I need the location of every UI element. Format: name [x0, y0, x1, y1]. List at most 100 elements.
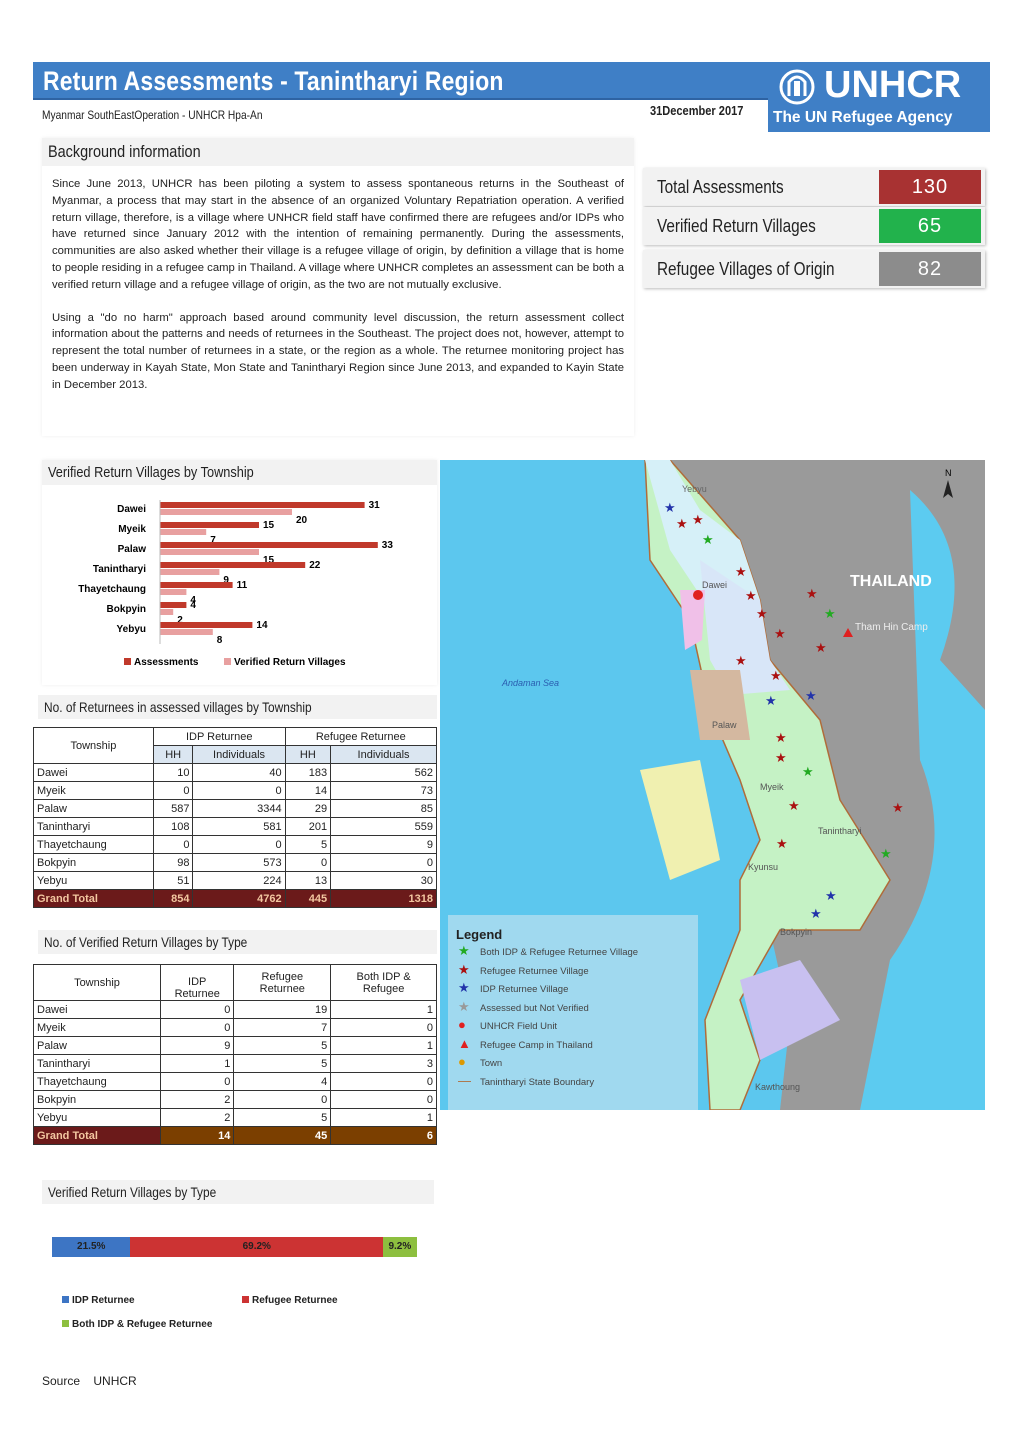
grand-total-row: Grand Total 854 4762 445 1318 — [33, 889, 437, 908]
page-title: Return Assessments - Tanintharyi Region — [43, 66, 504, 96]
total-cell: 45 — [233, 1126, 332, 1145]
legend-symbol-icon: ★ — [458, 980, 470, 995]
label-tanintharyi: Tanintharyi — [818, 826, 862, 836]
table-row: Yebyu 51 224 13 30 — [33, 871, 437, 890]
total-cell: Grand Total — [33, 1126, 161, 1145]
legend-symbol-icon: ★ — [458, 943, 470, 958]
report-date: 31December 2017 — [650, 103, 744, 118]
logo-tagline: The UN Refugee Agency — [773, 109, 953, 126]
stacked-segment: 9.2% — [383, 1237, 417, 1257]
th-idp: IDP Returnee — [159, 964, 235, 1001]
legend-symbol-icon: ▲ — [458, 1035, 471, 1051]
village-star-icon: ★ — [676, 516, 688, 531]
th-idp: IDP Returnee — [152, 727, 286, 746]
myeik-archipelago — [640, 760, 720, 880]
unhcr-logo: UNHCR The UN Refugee Agency — [768, 62, 990, 132]
table-cell: 0 — [284, 853, 332, 872]
grand-total-row: Grand Total 14 45 6 — [33, 1126, 437, 1145]
table-cell: 5 — [233, 1108, 332, 1127]
village-star-icon: ★ — [810, 906, 822, 921]
village-star-icon: ★ — [802, 764, 814, 779]
category-label: Yebyu — [117, 624, 146, 635]
township-cell: Yebyu — [33, 1108, 161, 1127]
bar-verified — [160, 609, 174, 615]
table-cell: 0 — [192, 835, 286, 854]
village-star-icon: ★ — [692, 512, 704, 527]
table-cell: 201 — [284, 817, 332, 836]
th-refugee: Refugee Returnee — [233, 964, 332, 1001]
bar-verified — [160, 569, 220, 575]
village-star-icon: ★ — [775, 750, 787, 765]
total-cell: 1318 — [330, 889, 437, 908]
data-label: 20 — [296, 515, 308, 526]
bar-verified — [160, 529, 207, 535]
table-cell: 9 — [159, 1036, 235, 1055]
table-row: Bokpyin 98 573 0 0 — [33, 853, 437, 872]
table-cell: 0 — [233, 1090, 332, 1109]
stacked-segment: 21.5% — [52, 1237, 131, 1257]
table-row: Myeik 0 0 14 73 — [33, 781, 437, 800]
village-star-icon: ★ — [774, 626, 786, 641]
table-cell: 183 — [284, 763, 332, 782]
bar-verified — [160, 629, 213, 635]
map-legend: Legend ★ Both IDP & Refugee Returnee Vill… — [448, 915, 698, 1110]
table-row: Tanintharyi 108 581 201 559 — [33, 817, 437, 836]
th-township: Township — [33, 964, 161, 1001]
legend-item: ★ Both IDP & Refugee Returnee Village — [458, 942, 698, 961]
data-label: 15 — [263, 520, 275, 531]
legend-item: ▲ Refugee Camp in Thailand — [458, 1035, 698, 1054]
village-star-icon: ★ — [824, 606, 836, 621]
table-row: Palaw 9 5 1 — [33, 1036, 437, 1055]
township-cell: Dawei — [33, 763, 154, 782]
data-label: 22 — [309, 560, 321, 571]
unhcr-emblem-icon — [779, 69, 815, 105]
stacked-segment: 69.2% — [130, 1237, 384, 1257]
legend-item-label: Assessed but Not Verified — [480, 1002, 589, 1014]
village-star-icon: ★ — [770, 668, 782, 683]
village-star-icon: ★ — [702, 532, 714, 547]
village-star-icon: ★ — [756, 606, 768, 621]
table-cell: 0 — [192, 781, 286, 800]
label-thailand: THAILAND — [850, 573, 932, 590]
label-dawei: Dawei — [702, 580, 727, 590]
village-star-icon: ★ — [788, 798, 800, 813]
th-idp-hh: HH — [152, 745, 194, 764]
table-cell: 3 — [330, 1054, 437, 1073]
table-row: Thayetchaung 0 0 5 9 — [33, 835, 437, 854]
total-cell: 445 — [284, 889, 332, 908]
township-cell: Myeik — [33, 1018, 161, 1037]
th-ref-hh: HH — [284, 745, 332, 764]
background-paragraph-2: Using a "do no harm" approach based arou… — [52, 311, 624, 391]
background-panel: Background information Since June 2013, … — [42, 138, 634, 436]
table-row: Dawei 0 19 1 — [33, 1000, 437, 1019]
north-label: N — [945, 468, 952, 478]
stat-total-assessments: Total Assessments 130 — [643, 168, 985, 206]
table-row: Bokpyin 2 0 0 — [33, 1090, 437, 1109]
th-refugee: Refugee Returnee — [284, 727, 438, 746]
township-cell: Dawei — [33, 1000, 161, 1019]
subtitle: Myanmar SouthEastOperation - UNHCR Hpa-A… — [42, 108, 263, 122]
bar-verified — [160, 509, 292, 515]
data-label: 11 — [237, 580, 248, 591]
table-cell: 581 — [192, 817, 286, 836]
table-cell: 5 — [233, 1036, 332, 1055]
table1-title: No. of Returnees in assessed villages by… — [38, 695, 437, 719]
table-cell: 9 — [330, 835, 437, 854]
township-bar-chart: Verified Return Villages by Township Daw… — [42, 460, 437, 685]
table-cell: 14 — [284, 781, 332, 800]
stat-refugee-villages-origin: Refugee Villages of Origin 82 — [643, 250, 985, 288]
table-cell: 0 — [330, 1072, 437, 1091]
legend-item: ● UNHCR Field Unit — [458, 1016, 698, 1035]
table-cell: 73 — [330, 781, 437, 800]
township-cell: Yebyu — [33, 871, 154, 890]
label-yebyu: Yebyu — [682, 484, 707, 494]
stacked-bar: 21.5% 69.2% 9.2% — [52, 1237, 417, 1257]
label-camp: Tham Hin Camp — [855, 622, 928, 633]
data-label: 33 — [382, 540, 394, 551]
data-label: 14 — [256, 620, 268, 631]
village-star-icon: ★ — [745, 588, 757, 603]
table-cell: 0 — [330, 853, 437, 872]
table-cell: 85 — [330, 799, 437, 818]
data-label: 8 — [217, 635, 223, 646]
legend-item: ● Town — [458, 1053, 698, 1072]
